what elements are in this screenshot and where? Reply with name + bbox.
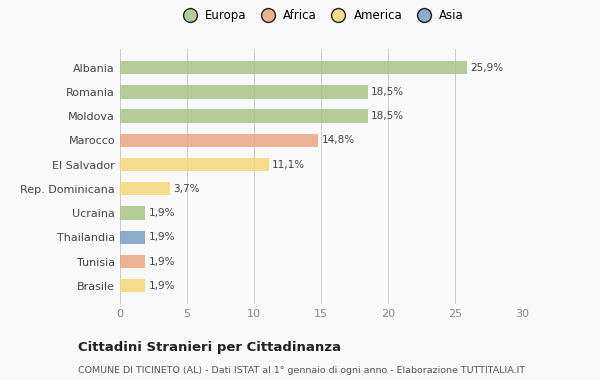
Bar bbox=[120, 61, 467, 74]
Text: 11,1%: 11,1% bbox=[272, 160, 305, 169]
Legend: Europa, Africa, America, Asia: Europa, Africa, America, Asia bbox=[178, 10, 464, 22]
Text: 14,8%: 14,8% bbox=[322, 135, 355, 145]
Bar bbox=[120, 182, 170, 195]
Text: 18,5%: 18,5% bbox=[371, 87, 404, 97]
Bar bbox=[120, 206, 145, 220]
Bar bbox=[120, 109, 368, 123]
Text: 18,5%: 18,5% bbox=[371, 111, 404, 121]
Bar bbox=[120, 279, 145, 293]
Bar bbox=[120, 158, 269, 171]
Bar bbox=[120, 255, 145, 268]
Bar bbox=[120, 231, 145, 244]
Text: COMUNE DI TICINETO (AL) - Dati ISTAT al 1° gennaio di ogni anno - Elaborazione T: COMUNE DI TICINETO (AL) - Dati ISTAT al … bbox=[78, 366, 525, 375]
Bar bbox=[120, 85, 368, 98]
Text: 25,9%: 25,9% bbox=[470, 63, 503, 73]
Text: 1,9%: 1,9% bbox=[149, 281, 175, 291]
Text: 1,9%: 1,9% bbox=[149, 208, 175, 218]
Text: 3,7%: 3,7% bbox=[173, 184, 199, 194]
Bar bbox=[120, 134, 319, 147]
Text: 1,9%: 1,9% bbox=[149, 256, 175, 266]
Text: Cittadini Stranieri per Cittadinanza: Cittadini Stranieri per Cittadinanza bbox=[78, 342, 341, 355]
Text: 1,9%: 1,9% bbox=[149, 232, 175, 242]
